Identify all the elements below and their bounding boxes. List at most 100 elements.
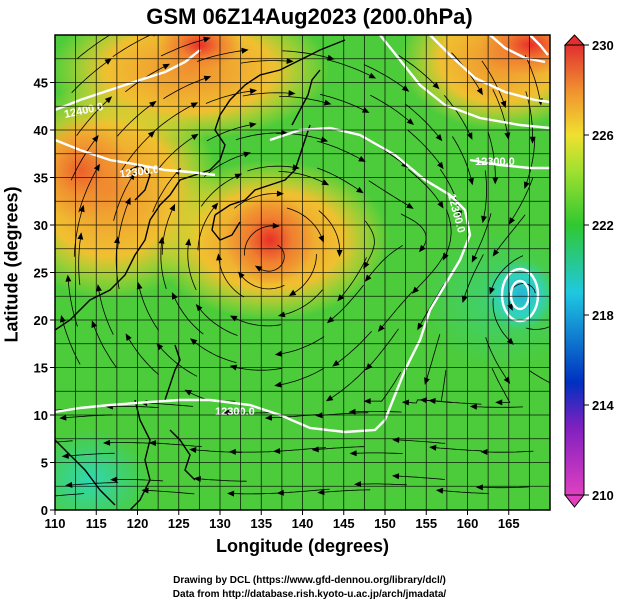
streamline: [370, 94, 412, 123]
streamline: [70, 137, 97, 181]
streamline-arrow: [469, 403, 477, 410]
streamline-arrow: [274, 350, 283, 357]
streamline-arrow: [203, 36, 211, 43]
streamline-arrow: [158, 236, 165, 244]
streamline: [329, 284, 364, 321]
y-axis-ticks: 0 5 10 15 20 25 30 35 40 45: [34, 76, 55, 518]
streamline: [197, 478, 247, 482]
streamline-arrow: [77, 232, 84, 240]
streamline: [200, 175, 239, 207]
streamline-arrow: [489, 287, 495, 295]
streamline: [280, 488, 330, 494]
streamline-arrow: [26, 409, 33, 415]
streamline-arrow: [91, 320, 98, 328]
x-tick-label: 155: [415, 516, 437, 531]
streamline: [279, 95, 328, 104]
colorbar-tick-label: 222: [592, 218, 614, 233]
height-contours: [55, 35, 550, 434]
streamline-arrow: [272, 222, 280, 229]
streamline: [231, 492, 281, 495]
streamline-arrow: [249, 88, 257, 95]
streamline-arrow: [229, 315, 238, 322]
streamline: [529, 370, 550, 384]
streamline-arrow: [320, 136, 329, 143]
streamline: [363, 64, 407, 90]
streamline: [173, 295, 204, 335]
grid: [55, 35, 550, 510]
streamline-arrow: [273, 448, 281, 454]
streamline-arrow: [227, 490, 235, 497]
streamline-arrow: [274, 381, 282, 388]
streamline-arrow: [456, 210, 463, 218]
streamline-arrow: [392, 473, 400, 480]
streamline-arrow: [417, 322, 424, 331]
contour-label: 12300.0: [215, 406, 255, 418]
streamline: [400, 213, 427, 250]
streamline-arrow: [348, 408, 356, 415]
streamline-arrow: [363, 261, 370, 269]
streamline-arrow: [190, 338, 198, 345]
streamline-arrow: [437, 201, 444, 209]
streamline: [452, 136, 473, 182]
streamline-arrow: [492, 249, 500, 257]
streamline-arrow: [323, 99, 332, 106]
streamline-arrow: [238, 271, 245, 279]
streamline-arrow: [162, 63, 171, 70]
streamline-arrow: [96, 284, 102, 292]
streamline-arrow: [241, 47, 249, 54]
streamline-arrow: [104, 96, 113, 104]
streamline: [395, 475, 445, 480]
streamline: [352, 411, 402, 413]
streamline-arrow: [311, 446, 319, 453]
streamline: [247, 165, 296, 172]
streamline: [226, 411, 276, 414]
y-tick-label: 25: [34, 266, 48, 281]
streamline: [78, 236, 82, 286]
streamline-arrow: [169, 203, 176, 212]
y-tick-label: 15: [34, 361, 48, 376]
streamline-arrow: [113, 28, 121, 34]
x-axis-label: Longitude (degrees): [215, 536, 389, 556]
streamline: [492, 89, 509, 136]
streamline-arrow: [529, 136, 536, 144]
streamline-arrow: [424, 377, 430, 385]
streamline-arrow: [468, 177, 474, 186]
streamline-arrow: [93, 163, 100, 172]
streamline: [463, 254, 484, 300]
streamline-arrow: [435, 487, 444, 494]
streamline: [404, 103, 441, 139]
streamline-arrow: [264, 414, 272, 421]
streamline: [76, 98, 110, 136]
streamline: [326, 59, 373, 78]
streamline: [353, 452, 403, 454]
streamline: [197, 306, 238, 336]
streamline: [158, 345, 198, 377]
streamline-arrow: [103, 439, 111, 446]
map-figure: 12400.0 12300.0 12300.0 12300.0 12300.0 …: [26, 28, 614, 531]
streamline: [187, 242, 197, 291]
streamline-arrow: [429, 444, 437, 451]
streamline: [481, 60, 505, 105]
streamline: [407, 129, 442, 167]
streamline-arrow: [356, 186, 364, 194]
streamline-arrow: [466, 132, 473, 140]
streamline-arrow: [480, 449, 488, 455]
colorbar-tick-label: 210: [592, 488, 614, 503]
streamline: [161, 207, 174, 255]
streamline: [291, 253, 317, 295]
streamline-arrow: [471, 255, 478, 263]
streamline: [112, 35, 152, 58]
streamline: [473, 406, 523, 408]
streamline-arrow: [191, 133, 199, 141]
streamline-arrow: [508, 217, 515, 225]
streamline: [315, 446, 365, 450]
streamline: [144, 402, 194, 407]
streamline: [444, 209, 452, 258]
x-tick-label: 115: [86, 516, 107, 531]
x-tick-label: 150: [374, 516, 396, 531]
streamline-arrow: [136, 282, 143, 290]
streamline: [114, 479, 164, 482]
y-tick-label: 45: [34, 76, 48, 91]
streamline-arrow: [361, 107, 370, 113]
streamline-arrow: [148, 440, 157, 447]
